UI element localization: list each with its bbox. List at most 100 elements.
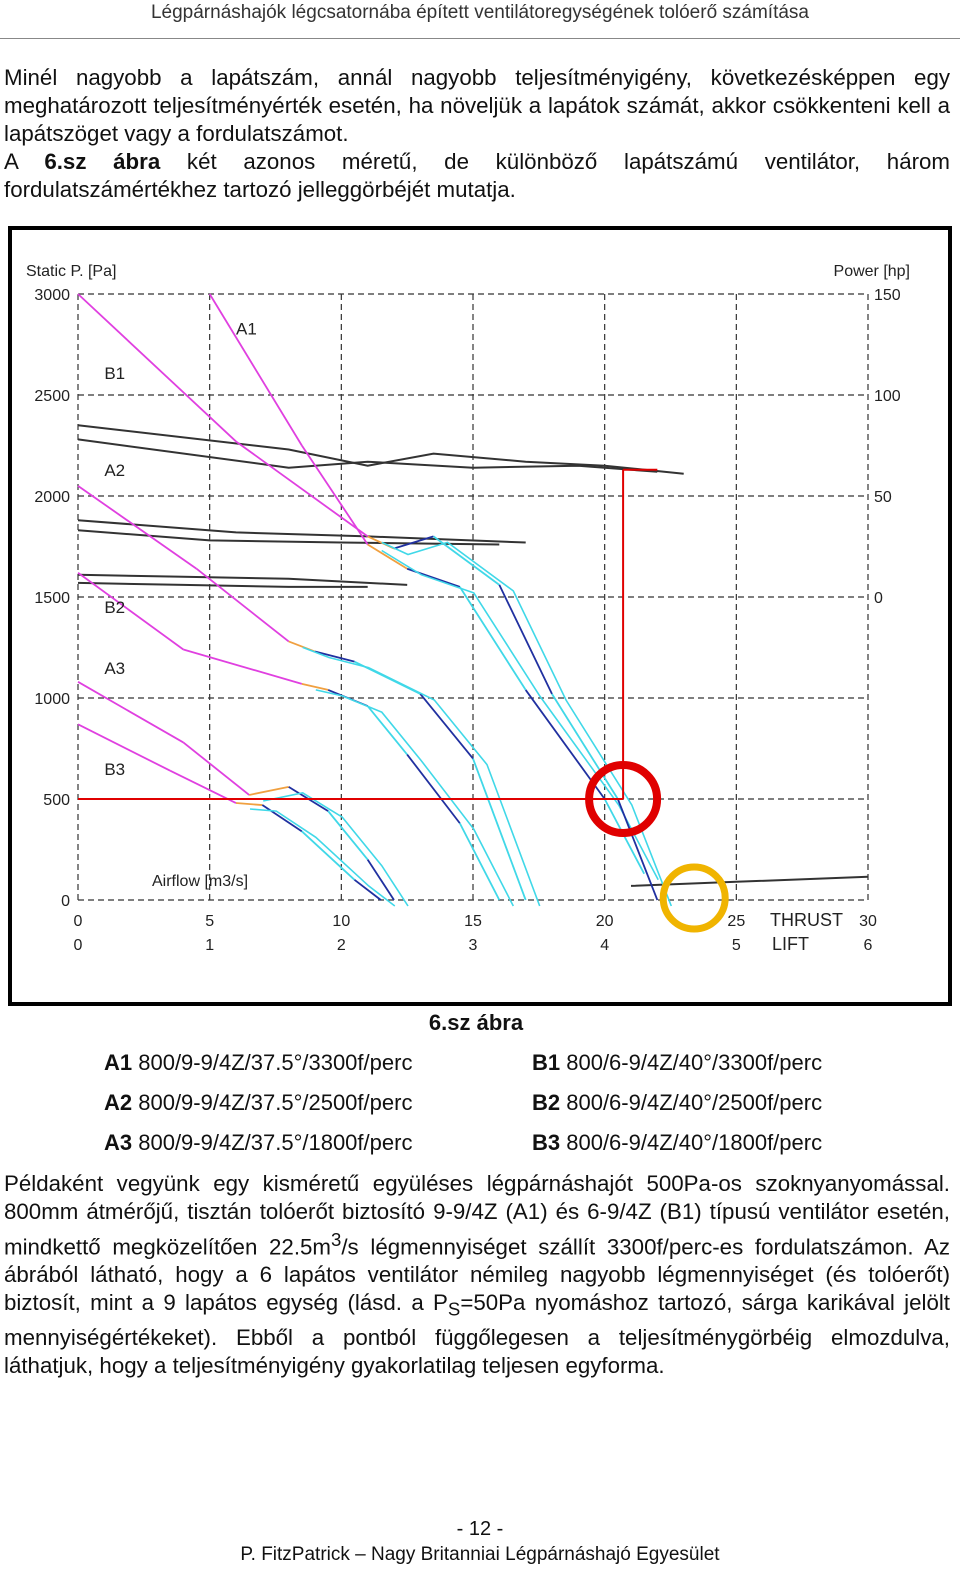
pressure-curve-companion [315, 689, 515, 907]
thrust-label: THRUST [770, 910, 843, 930]
power-curve [77, 519, 526, 544]
legend-id: B3 [532, 1130, 561, 1155]
legend-text: 800/6-9/4Z/40°/1800f/perc [560, 1130, 823, 1155]
pressure-curve-companion [263, 792, 409, 907]
pressure-curve-segment [616, 798, 659, 901]
power-curve [77, 438, 658, 473]
x2-tick-label: 5 [732, 937, 741, 954]
y-left-tick-label: 2500 [34, 388, 70, 405]
y-left-tick-label: 0 [61, 893, 70, 910]
y-left-axis-title: Static P. [Pa] [26, 263, 116, 280]
x2-tick-label: 6 [864, 937, 873, 954]
power-curve [77, 424, 684, 475]
pressure-curve-segment [498, 584, 553, 695]
example-text-a: Példaként vegyünk egy kisméretű együlése… [4, 1171, 950, 1260]
pressure-curve-segment [393, 535, 434, 550]
pressure-curve-segment [208, 293, 303, 446]
pressure-curve-segment [77, 681, 184, 744]
x-tick-label: 15 [464, 913, 482, 930]
legend-text: 800/6-9/4Z/40°/3300f/perc [560, 1050, 823, 1075]
pressure-curve-segment [195, 568, 290, 643]
example-text-b: /s légmennyiséget szállít 3300f/perc-es … [4, 1234, 950, 1316]
intro-paragraph: Minél nagyobb a lapátszám, annál nagyobb… [4, 64, 950, 204]
power-curve [77, 573, 408, 586]
chart-markers [78, 468, 729, 933]
legend-id: A1 [104, 1050, 133, 1075]
pressure-curve-segment [77, 572, 184, 651]
pressure-curve-segment [432, 535, 500, 586]
pressure-curve-segment [301, 682, 329, 691]
legend-item-a1: A1 800/9-9/4Z/37.5°/3300f/perc [104, 1050, 412, 1076]
pressure-curve-segment [314, 650, 355, 663]
curve-labels: A1 B1 A2 B2 A3 B3 [104, 319, 256, 778]
figure-frame: 3000 2500 2000 1500 1000 500 0 150 100 50 0 0 5 10 15 2… [8, 226, 952, 1006]
legend-text: 800/6-9/4Z/40°/2500f/perc [560, 1090, 823, 1115]
pressure-curve-segment [367, 543, 408, 570]
pressure-curve-segment [235, 802, 263, 806]
intro-text-2-post: két azonos méretű, de különböző lapátszá… [4, 149, 951, 202]
pressure-curve-companion [381, 541, 673, 907]
superscript: 3 [331, 1229, 342, 1250]
pressure-curve-segment [301, 830, 356, 881]
pressure-curve-segment [261, 804, 303, 833]
figure-caption: 6.sz ábra [428, 1010, 524, 1035]
pressure-curve-segment [366, 859, 395, 901]
y-left-tick-label: 3000 [34, 287, 70, 304]
pressure-curve-segment [459, 822, 501, 901]
legend-item-a2: A2 800/9-9/4Z/37.5°/2500f/perc [104, 1090, 412, 1116]
curve-label: B2 [104, 598, 125, 617]
y-right-tick-label: 150 [874, 287, 901, 304]
y-left-tick-label: 2000 [34, 489, 70, 506]
red-circle-marker [585, 761, 662, 837]
legend-item-a3: A3 800/9-9/4Z/37.5°/1800f/perc [104, 1130, 412, 1156]
intro-text-2-pre: A [4, 149, 45, 174]
pressure-curve-segment [419, 693, 474, 760]
legend-id: A2 [104, 1090, 133, 1115]
legend-item-b3: B3 800/6-9/4Z/40°/1800f/perc [532, 1130, 822, 1156]
legend-item-b2: B2 800/6-9/4Z/40°/2500f/perc [532, 1090, 822, 1116]
y-right-tick-label: 100 [874, 388, 901, 405]
pressure-curve-companion [302, 646, 541, 907]
pressure-curve-segment [353, 879, 382, 901]
power-curve [77, 529, 500, 546]
subscript: S [447, 1298, 461, 1320]
footer-author: P. FitzPatrick – Nagy Britanniai Légpárn… [240, 1544, 720, 1565]
x-tick-label: 5 [205, 913, 214, 930]
legend-id: B2 [532, 1090, 561, 1115]
lift-label: LIFT [772, 934, 809, 954]
legend-id: A3 [104, 1130, 133, 1155]
x2-tick-label: 3 [469, 937, 478, 954]
pressure-curve-segment [77, 293, 237, 443]
yellow-circle-marker [659, 863, 729, 933]
intro-text-1: Minél nagyobb a lapátszám, annál nagyobb… [4, 65, 950, 146]
x2-tick-label: 1 [205, 937, 214, 954]
curve-label: A3 [104, 659, 125, 678]
pressure-curve-companion [249, 808, 396, 907]
pressure-curve-segment [551, 693, 619, 800]
pressure-curve-segment [77, 723, 171, 772]
x-tick-label: 25 [727, 913, 745, 930]
example-paragraph: Példaként vegyünk egy kisméretű együlése… [4, 1170, 950, 1380]
pressure-curve-segment [169, 769, 237, 804]
pressure-curves [77, 293, 673, 907]
x-tick-label: 10 [332, 913, 350, 930]
pressure-curve-segment [459, 586, 527, 691]
x-axis-title: Airflow [m3/s] [152, 873, 248, 890]
power-curves [77, 424, 869, 887]
pressure-curve-segment [366, 705, 408, 756]
curve-label: B1 [104, 364, 125, 383]
example-text-c: =50Pa nyomáshoz tartozó, sárga karikával… [4, 1290, 950, 1378]
page-header: Légpárnáshajók légcsatornába épített ven… [150, 2, 810, 23]
pressure-curve-segment [327, 810, 369, 861]
curve-label: B3 [104, 760, 125, 779]
x-tick-label: 30 [859, 913, 877, 930]
x2-tick-label: 0 [74, 937, 83, 954]
pressure-curve-segment [77, 485, 198, 570]
legend-text: 800/9-9/4Z/37.5°/2500f/perc [132, 1090, 413, 1115]
y-right-tick-label: 0 [874, 590, 883, 607]
y-left-tick-label: 1000 [34, 691, 70, 708]
pressure-curve-segment [182, 741, 250, 796]
header-rule [0, 38, 960, 39]
x-tick-label: 0 [74, 913, 83, 930]
pressure-curve-segment [248, 785, 289, 796]
